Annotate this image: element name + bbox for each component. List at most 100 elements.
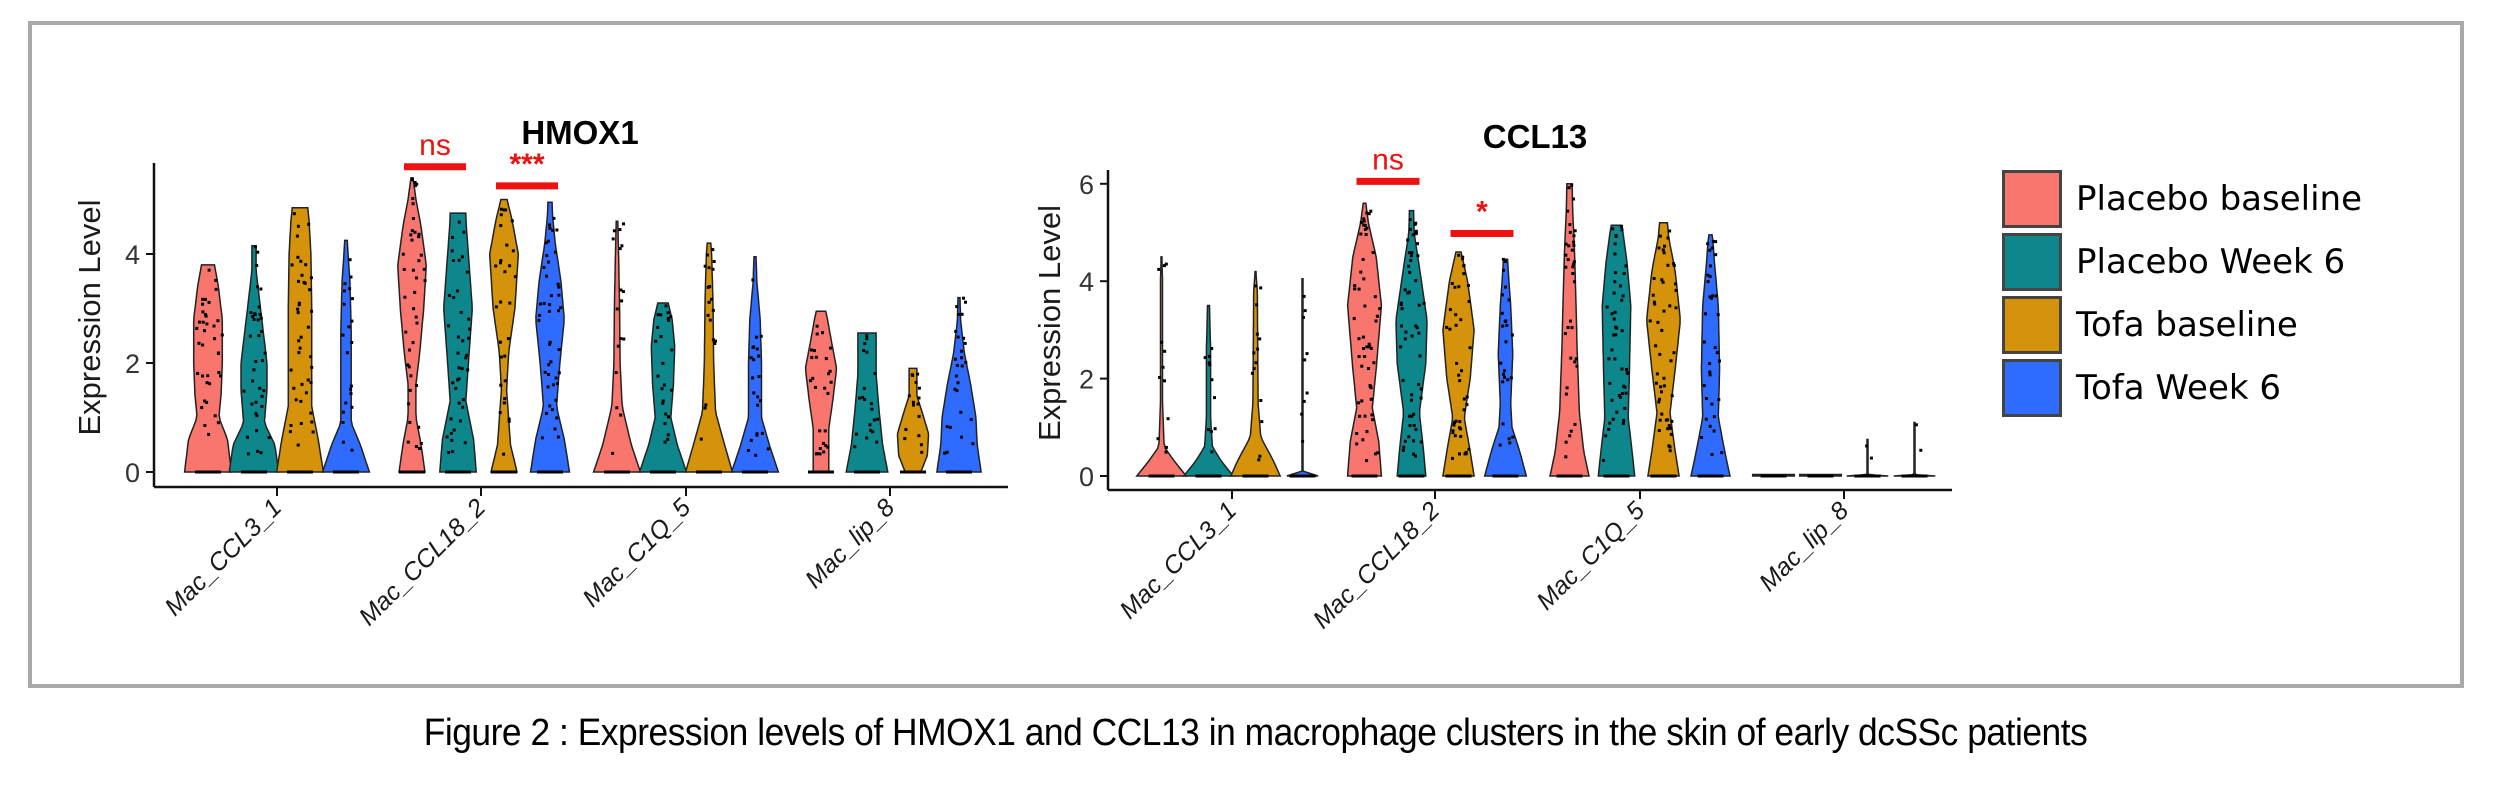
- jitter-point: [253, 245, 257, 249]
- violin-tofa-week-6: [529, 201, 571, 473]
- jitter-point: [1504, 319, 1508, 323]
- jitter-point: [205, 322, 209, 326]
- jitter-point: [260, 404, 264, 408]
- jitter-point: [1403, 439, 1407, 443]
- jitter-point: [1408, 218, 1412, 221]
- jitter-point: [1207, 361, 1211, 365]
- violin-tofa-baseline: [684, 242, 734, 473]
- jitter-point: [1445, 325, 1449, 329]
- jitter-point: [217, 371, 221, 374]
- jitter-point: [503, 354, 507, 358]
- jitter-point: [1503, 369, 1506, 373]
- jitter-point: [452, 296, 456, 300]
- jitter-point: [920, 450, 924, 454]
- jitter-point: [1503, 375, 1506, 379]
- legend-swatch: [2002, 295, 2062, 354]
- jitter-point: [343, 282, 347, 286]
- jitter-point: [1654, 381, 1658, 385]
- jitter-point: [201, 343, 205, 347]
- jitter-point: [914, 380, 918, 384]
- y-tick-label: 4: [1079, 267, 1094, 297]
- jitter-point: [619, 288, 623, 292]
- jitter-point: [1661, 248, 1665, 252]
- jitter-point: [821, 331, 824, 335]
- jitter-point: [551, 228, 555, 232]
- jitter-point: [1575, 364, 1579, 368]
- jitter-point: [815, 324, 819, 328]
- jitter-point: [308, 288, 312, 292]
- jitter-point: [540, 436, 544, 440]
- jitter-point: [1615, 410, 1619, 414]
- jitter-point: [1454, 313, 1458, 317]
- jitter-point: [962, 336, 966, 340]
- jitter-point: [1401, 378, 1405, 382]
- legend: Placebo baseline Placebo Week 6 Tofa bas…: [2002, 167, 2362, 419]
- jitter-point: [407, 402, 411, 406]
- jitter-point: [411, 268, 415, 272]
- jitter-point: [1501, 324, 1505, 328]
- jitter-point: [1567, 244, 1571, 248]
- jitter-point: [1660, 328, 1664, 332]
- jitter-point: [656, 313, 660, 317]
- jitter-point: [1417, 303, 1421, 307]
- jitter-point: [1572, 262, 1576, 266]
- jitter-point: [206, 374, 210, 378]
- jitter-point: [292, 212, 296, 216]
- jitter-point: [251, 314, 255, 318]
- jitter-point: [1414, 279, 1418, 283]
- jitter-point: [460, 367, 464, 371]
- jitter-point: [664, 412, 668, 416]
- violin-placebo-baseline: [1346, 202, 1383, 477]
- jitter-point: [212, 324, 216, 328]
- jitter-point: [1357, 337, 1361, 341]
- jitter-point: [1210, 347, 1214, 350]
- violin-placebo-baseline: [1549, 183, 1590, 477]
- jitter-point: [1666, 236, 1670, 240]
- jitter-point: [557, 309, 560, 313]
- jitter-point: [196, 372, 200, 375]
- jitter-point: [751, 376, 755, 380]
- jitter-point: [759, 334, 763, 338]
- jitter-point: [1461, 255, 1465, 259]
- jitter-point: [1417, 331, 1421, 335]
- y-tick-label: 0: [1079, 462, 1094, 492]
- jitter-point: [310, 365, 314, 369]
- jitter-point: [1459, 435, 1463, 438]
- jitter-point: [1569, 356, 1573, 360]
- jitter-point: [869, 428, 873, 432]
- jitter-point: [1658, 234, 1662, 238]
- jitter-point: [1666, 263, 1670, 267]
- jitter-point: [1208, 363, 1212, 367]
- jitter-point: [1619, 396, 1623, 399]
- jitter-point: [969, 418, 973, 421]
- jitter-point: [826, 391, 830, 395]
- jitter-point: [1453, 420, 1456, 424]
- jitter-point: [669, 315, 673, 319]
- jitter-point: [1610, 312, 1614, 316]
- jitter-point: [1448, 308, 1452, 312]
- jitter-point: [348, 287, 352, 291]
- violin-tofa-baseline: [1229, 270, 1282, 477]
- x-tick-label: Mac_CCL3_1: [159, 493, 287, 621]
- jitter-point: [465, 270, 469, 274]
- jitter-point: [1568, 230, 1572, 234]
- jitter-point: [1674, 282, 1678, 286]
- jitter-point: [1464, 451, 1468, 454]
- jitter-point: [418, 447, 421, 450]
- violin-placebo-baseline: [183, 264, 233, 473]
- jitter-point: [207, 300, 211, 304]
- jitter-point: [1617, 394, 1621, 397]
- legend-label: Tofa baseline: [2076, 304, 2298, 345]
- jitter-point: [1708, 274, 1712, 278]
- jitter-point: [1711, 239, 1715, 243]
- jitter-point: [911, 400, 915, 404]
- jitter-point: [255, 414, 259, 418]
- jitter-point: [1355, 432, 1359, 435]
- legend-label: Placebo baseline: [2076, 178, 2362, 219]
- jitter-point: [557, 293, 561, 297]
- figure-caption: Figure 2 : Expression levels of HMOX1 an…: [423, 712, 2088, 754]
- jitter-point: [459, 310, 463, 314]
- jitter-point: [458, 419, 462, 423]
- jitter-point: [502, 452, 506, 456]
- jitter-point: [1302, 294, 1306, 298]
